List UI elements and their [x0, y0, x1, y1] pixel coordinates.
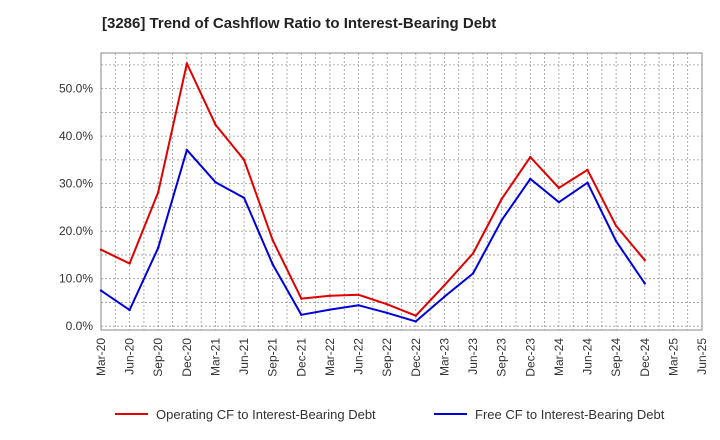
data-point: [99, 289, 103, 292]
data-point: [500, 219, 503, 222]
y-tick-label: 50.0%: [59, 82, 93, 96]
x-tick-label: Dec-20: [180, 338, 194, 377]
y-tick-label: 10.0%: [59, 272, 93, 286]
data-point: [328, 294, 332, 297]
data-point: [529, 177, 532, 181]
x-tick-label: Mar-20: [94, 338, 108, 376]
data-point: [586, 181, 589, 184]
data-point: [300, 297, 303, 300]
legend-label: Free CF to Interest-Bearing Debt: [475, 407, 665, 422]
y-tick-label: 30.0%: [59, 177, 93, 191]
x-tick-label: Mar-24: [552, 338, 566, 376]
x-tick-label: Sep-24: [609, 338, 623, 377]
data-point: [557, 186, 561, 190]
data-point: [614, 224, 618, 228]
x-tick-label: Jun-23: [466, 338, 480, 375]
data-point: [586, 168, 589, 172]
data-point: [557, 200, 561, 204]
y-tick-label: 0.0%: [66, 319, 94, 333]
grid-lines: [100, 53, 703, 330]
data-point: [529, 155, 532, 159]
data-point: [471, 272, 475, 275]
data-point: [357, 304, 360, 307]
data-point: [271, 239, 274, 242]
series-line-free-cf: [100, 148, 646, 323]
x-tick-label: Sep-20: [151, 338, 165, 377]
data-point: [414, 314, 418, 317]
data-point: [471, 252, 475, 255]
data-point: [128, 308, 131, 312]
series-line-operating-cf: [100, 62, 646, 317]
plot-area: [100, 52, 703, 331]
x-tick-label: Sep-21: [266, 338, 280, 377]
x-tick-label: Dec-21: [294, 338, 308, 377]
data-point: [99, 248, 103, 251]
x-tick-label: Jun-24: [581, 338, 595, 375]
data-point: [614, 239, 618, 243]
data-point: [185, 148, 189, 152]
axis-labels: 0.0% 10.0% 20.0% 30.0% 40.0% 50.0% Mar-20 Jun-2…: [59, 82, 709, 377]
y-tick-label: 40.0%: [59, 129, 93, 143]
data-point: [185, 62, 189, 65]
data-point: [214, 181, 217, 184]
x-tick-label: Dec-22: [409, 338, 423, 377]
data-point: [157, 246, 160, 250]
data-point: [385, 311, 389, 315]
data-point: [500, 197, 503, 201]
x-tick-label: Mar-23: [437, 338, 451, 376]
x-tick-label: Dec-23: [523, 338, 537, 377]
data-point: [643, 258, 646, 262]
data-point: [157, 191, 160, 194]
data-point: [300, 313, 303, 316]
legend: Operating CF to Interest-Bearing Debt Fre…: [115, 407, 665, 422]
data-point: [328, 308, 332, 311]
chart-title: [3286] Trend of Cashflow Ratio to Intere…: [102, 15, 497, 32]
data-point: [357, 293, 360, 297]
x-tick-label: Mar-22: [323, 338, 337, 376]
data-point: [643, 282, 646, 285]
data-point: [128, 262, 131, 265]
data-point: [385, 303, 389, 306]
data-point: [443, 295, 446, 298]
data-point: [271, 263, 274, 266]
x-tick-label: Sep-22: [380, 338, 394, 377]
data-point: [242, 196, 246, 200]
y-tick-label: 20.0%: [59, 224, 93, 238]
data-point: [242, 158, 246, 162]
x-tick-label: Jun-20: [123, 338, 137, 375]
x-tick-label: Mar-25: [666, 338, 680, 376]
x-tick-label: Dec-24: [638, 338, 652, 377]
legend-label: Operating CF to Interest-Bearing Debt: [156, 407, 376, 422]
x-tick-label: Jun-22: [352, 338, 366, 375]
x-tick-label: Jun-21: [237, 338, 251, 375]
x-tick-label: Mar-21: [208, 338, 222, 376]
data-point: [443, 284, 446, 287]
x-tick-label: Jun-25: [695, 338, 709, 375]
series-lines: [99, 62, 646, 323]
data-point: [214, 123, 217, 126]
data-point: [414, 320, 418, 323]
x-tick-label: Sep-23: [495, 338, 509, 377]
